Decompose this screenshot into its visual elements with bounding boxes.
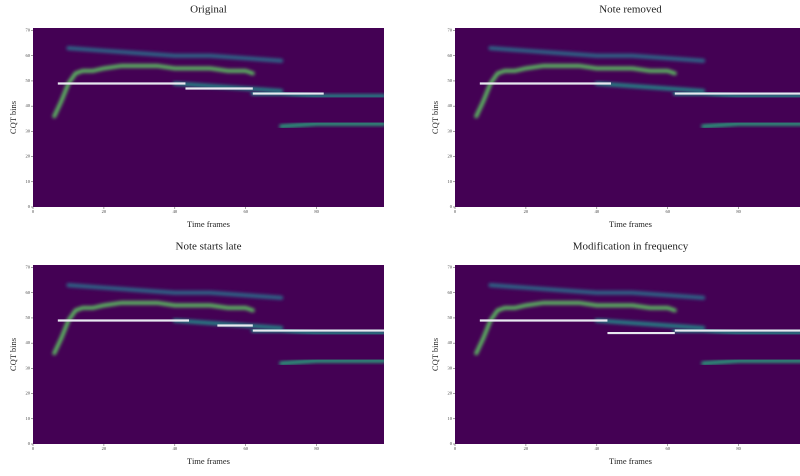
y-tick-label: 60	[26, 53, 31, 58]
energy-ridge	[488, 46, 706, 63]
x-tick-label: 40	[595, 446, 600, 451]
y-tick-label: 70	[448, 28, 453, 33]
x-axis-label: Time frames	[187, 456, 230, 466]
x-tick-label: 20	[102, 209, 107, 214]
x-axis-label: Time frames	[609, 219, 652, 229]
y-tick-label: 0	[28, 204, 31, 209]
energy-ridge	[279, 358, 384, 366]
y-tick-label: 20	[448, 391, 453, 396]
plot-area	[474, 283, 800, 366]
x-tick-label: 80	[736, 209, 741, 214]
y-tick-label: 10	[448, 416, 453, 421]
x-tick-label: 60	[665, 446, 670, 451]
y-tick-label: 50	[26, 315, 31, 320]
energy-ridge	[66, 283, 284, 300]
x-tick-label: 60	[243, 209, 248, 214]
x-tick-label: 20	[102, 446, 107, 451]
x-tick-label: 60	[665, 209, 670, 214]
x-tick-label: 40	[595, 209, 600, 214]
panel: Note starts late Time frames CQT bins 0 20 40…	[8, 241, 384, 466]
panel-title: Original	[190, 4, 227, 16]
energy-ridge	[594, 81, 706, 94]
plot-background	[455, 265, 800, 444]
y-tick-label: 20	[448, 154, 453, 159]
plot-area	[52, 46, 384, 129]
y-tick-label: 0	[450, 204, 453, 209]
energy-ridge	[52, 300, 255, 356]
energy-ridge	[52, 63, 255, 119]
y-tick-label: 10	[26, 416, 31, 421]
x-tick-label: 80	[314, 209, 319, 214]
y-tick-label: 40	[26, 340, 31, 345]
energy-ridge	[488, 283, 706, 300]
y-tick-label: 50	[26, 78, 31, 83]
plot-background	[33, 265, 384, 444]
x-tick-label: 20	[524, 209, 529, 214]
y-tick-label: 70	[26, 265, 31, 270]
x-tick-label: 80	[736, 446, 741, 451]
y-tick-label: 60	[448, 53, 453, 58]
y-tick-label: 10	[448, 179, 453, 184]
y-tick-label: 20	[26, 154, 31, 159]
energy-ridge	[701, 121, 800, 129]
y-tick-label: 0	[28, 441, 31, 446]
y-tick-label: 50	[448, 315, 453, 320]
y-tick-label: 40	[26, 103, 31, 108]
panel: Original Time frames CQT bins 0 20 40 60 80 0 10 2…	[8, 4, 384, 229]
y-tick-label: 60	[448, 290, 453, 295]
y-tick-label: 10	[26, 179, 31, 184]
x-axis-label: Time frames	[187, 219, 230, 229]
panel: Modification in frequency Time frames CQT …	[430, 241, 800, 466]
y-tick-label: 60	[26, 290, 31, 295]
x-tick-label: 20	[524, 446, 529, 451]
y-axis-label: CQT bins	[8, 101, 18, 134]
y-tick-label: 40	[448, 103, 453, 108]
energy-ridge	[279, 121, 384, 129]
panel-title: Modification in frequency	[573, 241, 689, 253]
energy-ridge	[172, 318, 284, 331]
x-axis-label: Time frames	[609, 456, 652, 466]
plot-background	[33, 28, 384, 207]
x-tick-label: 0	[32, 446, 35, 451]
x-tick-label: 0	[454, 446, 457, 451]
y-tick-label: 70	[448, 265, 453, 270]
x-tick-label: 40	[173, 446, 178, 451]
panel-title: Note removed	[599, 4, 662, 16]
energy-ridge	[474, 63, 677, 119]
energy-ridge	[172, 81, 284, 94]
y-tick-label: 0	[450, 441, 453, 446]
y-tick-label: 70	[26, 28, 31, 33]
y-tick-label: 20	[26, 391, 31, 396]
plot-area	[474, 46, 800, 129]
y-tick-label: 30	[448, 365, 453, 370]
y-axis-label: CQT bins	[430, 101, 440, 134]
energy-ridge	[474, 300, 677, 356]
panel-title: Note starts late	[176, 241, 242, 253]
x-tick-label: 0	[32, 209, 35, 214]
y-tick-label: 30	[448, 128, 453, 133]
plot-area	[52, 283, 384, 366]
y-axis-label: CQT bins	[430, 338, 440, 371]
y-tick-label: 30	[26, 128, 31, 133]
energy-ridge	[701, 358, 800, 366]
y-tick-label: 50	[448, 78, 453, 83]
energy-ridge	[594, 318, 706, 331]
y-axis-label: CQT bins	[8, 338, 18, 371]
panel: Note removed Time frames CQT bins 0 20 40 60 80…	[430, 4, 800, 229]
y-tick-label: 40	[448, 340, 453, 345]
x-tick-label: 40	[173, 209, 178, 214]
plot-background	[455, 28, 800, 207]
y-tick-label: 30	[26, 365, 31, 370]
energy-ridge	[66, 46, 284, 63]
x-tick-label: 0	[454, 209, 457, 214]
x-tick-label: 80	[314, 446, 319, 451]
x-tick-label: 60	[243, 446, 248, 451]
